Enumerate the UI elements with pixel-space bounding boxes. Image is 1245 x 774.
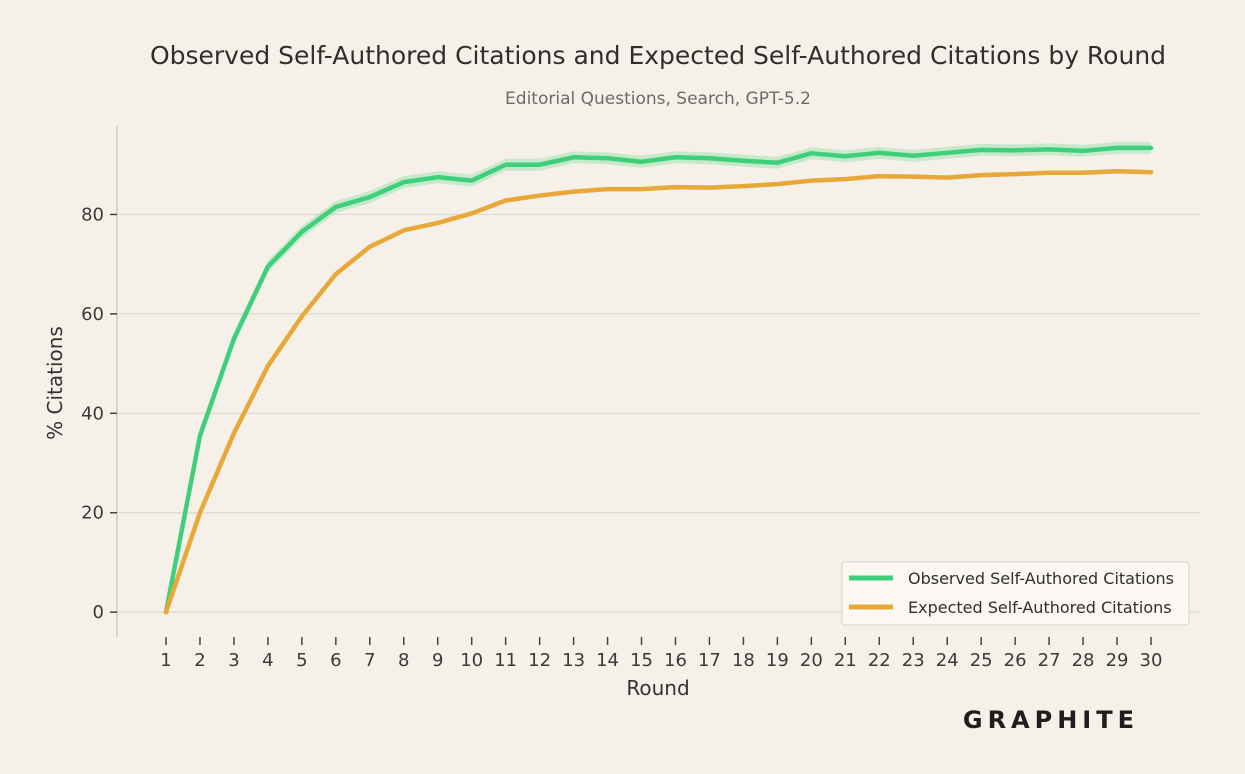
x-tick-label-26: 26 <box>1004 650 1027 671</box>
y-tick-label-20: 20 <box>81 503 104 524</box>
x-tick-label-29: 29 <box>1106 650 1129 671</box>
x-tick-label-30: 30 <box>1140 650 1163 671</box>
chart-title: Observed Self-Authored Citations and Exp… <box>150 41 1166 70</box>
chart-subtitle: Editorial Questions, Search, GPT-5.2 <box>505 89 811 109</box>
x-tick-label-14: 14 <box>596 650 619 671</box>
x-tick-label-12: 12 <box>528 650 551 671</box>
x-tick-label-18: 18 <box>732 650 755 671</box>
y-ticks: 0 20 40 60 80 <box>81 204 117 623</box>
series-0-line <box>163 145 1154 615</box>
x-tick-label-13: 13 <box>562 650 585 671</box>
y-tick-label-80: 80 <box>81 204 104 225</box>
x-tick-label-2: 2 <box>194 650 205 671</box>
legend-box <box>841 561 1190 626</box>
series-1-line <box>163 168 1154 615</box>
x-tick-label-3: 3 <box>228 650 239 671</box>
x-tick-label-17: 17 <box>698 650 721 671</box>
x-tick-label-20: 20 <box>800 650 823 671</box>
x-tick-label-7: 7 <box>364 650 375 671</box>
legend-label-expected: Expected Self-Authored Citations <box>908 598 1172 617</box>
x-axis-label: Round <box>626 676 689 700</box>
x-tick-label-5: 5 <box>296 650 307 671</box>
x-tick-label-28: 28 <box>1072 650 1095 671</box>
x-tick-label-16: 16 <box>664 650 687 671</box>
x-tick-label-6: 6 <box>330 650 341 671</box>
x-tick-label-24: 24 <box>936 650 959 671</box>
x-tick-label-1: 1 <box>160 650 171 671</box>
x-tick-label-15: 15 <box>630 650 653 671</box>
x-tick-label-22: 22 <box>868 650 891 671</box>
series-0-confidence-band <box>166 141 1151 613</box>
x-tick-label-11: 11 <box>494 650 517 671</box>
y-tick-label-0: 0 <box>93 602 104 623</box>
x-tick-label-25: 25 <box>970 650 993 671</box>
x-ticks: 1 2 3 4 5 6 7 8 9 10 11 12 13 14 15 16 17 18 19 20 21 22 23 24 2… <box>160 637 1162 671</box>
y-tick-label-60: 60 <box>81 304 104 325</box>
x-tick-label-8: 8 <box>398 650 409 671</box>
graphite-logo: GRAPHITE <box>963 706 1139 734</box>
series-layer <box>163 141 1154 615</box>
x-tick-label-23: 23 <box>902 650 925 671</box>
legend-label-observed: Observed Self-Authored Citations <box>908 569 1174 588</box>
x-tick-label-19: 19 <box>766 650 789 671</box>
y-tick-label-40: 40 <box>81 403 104 424</box>
x-tick-label-21: 21 <box>834 650 857 671</box>
x-tick-label-27: 27 <box>1038 650 1061 671</box>
y-axis-label: % Citations <box>43 326 67 440</box>
x-tick-label-4: 4 <box>262 650 273 671</box>
x-tick-label-9: 9 <box>432 650 443 671</box>
x-tick-label-10: 10 <box>460 650 483 671</box>
legend: Observed Self-Authored Citations Expecte… <box>841 561 1190 626</box>
gridlines <box>117 213 1200 613</box>
